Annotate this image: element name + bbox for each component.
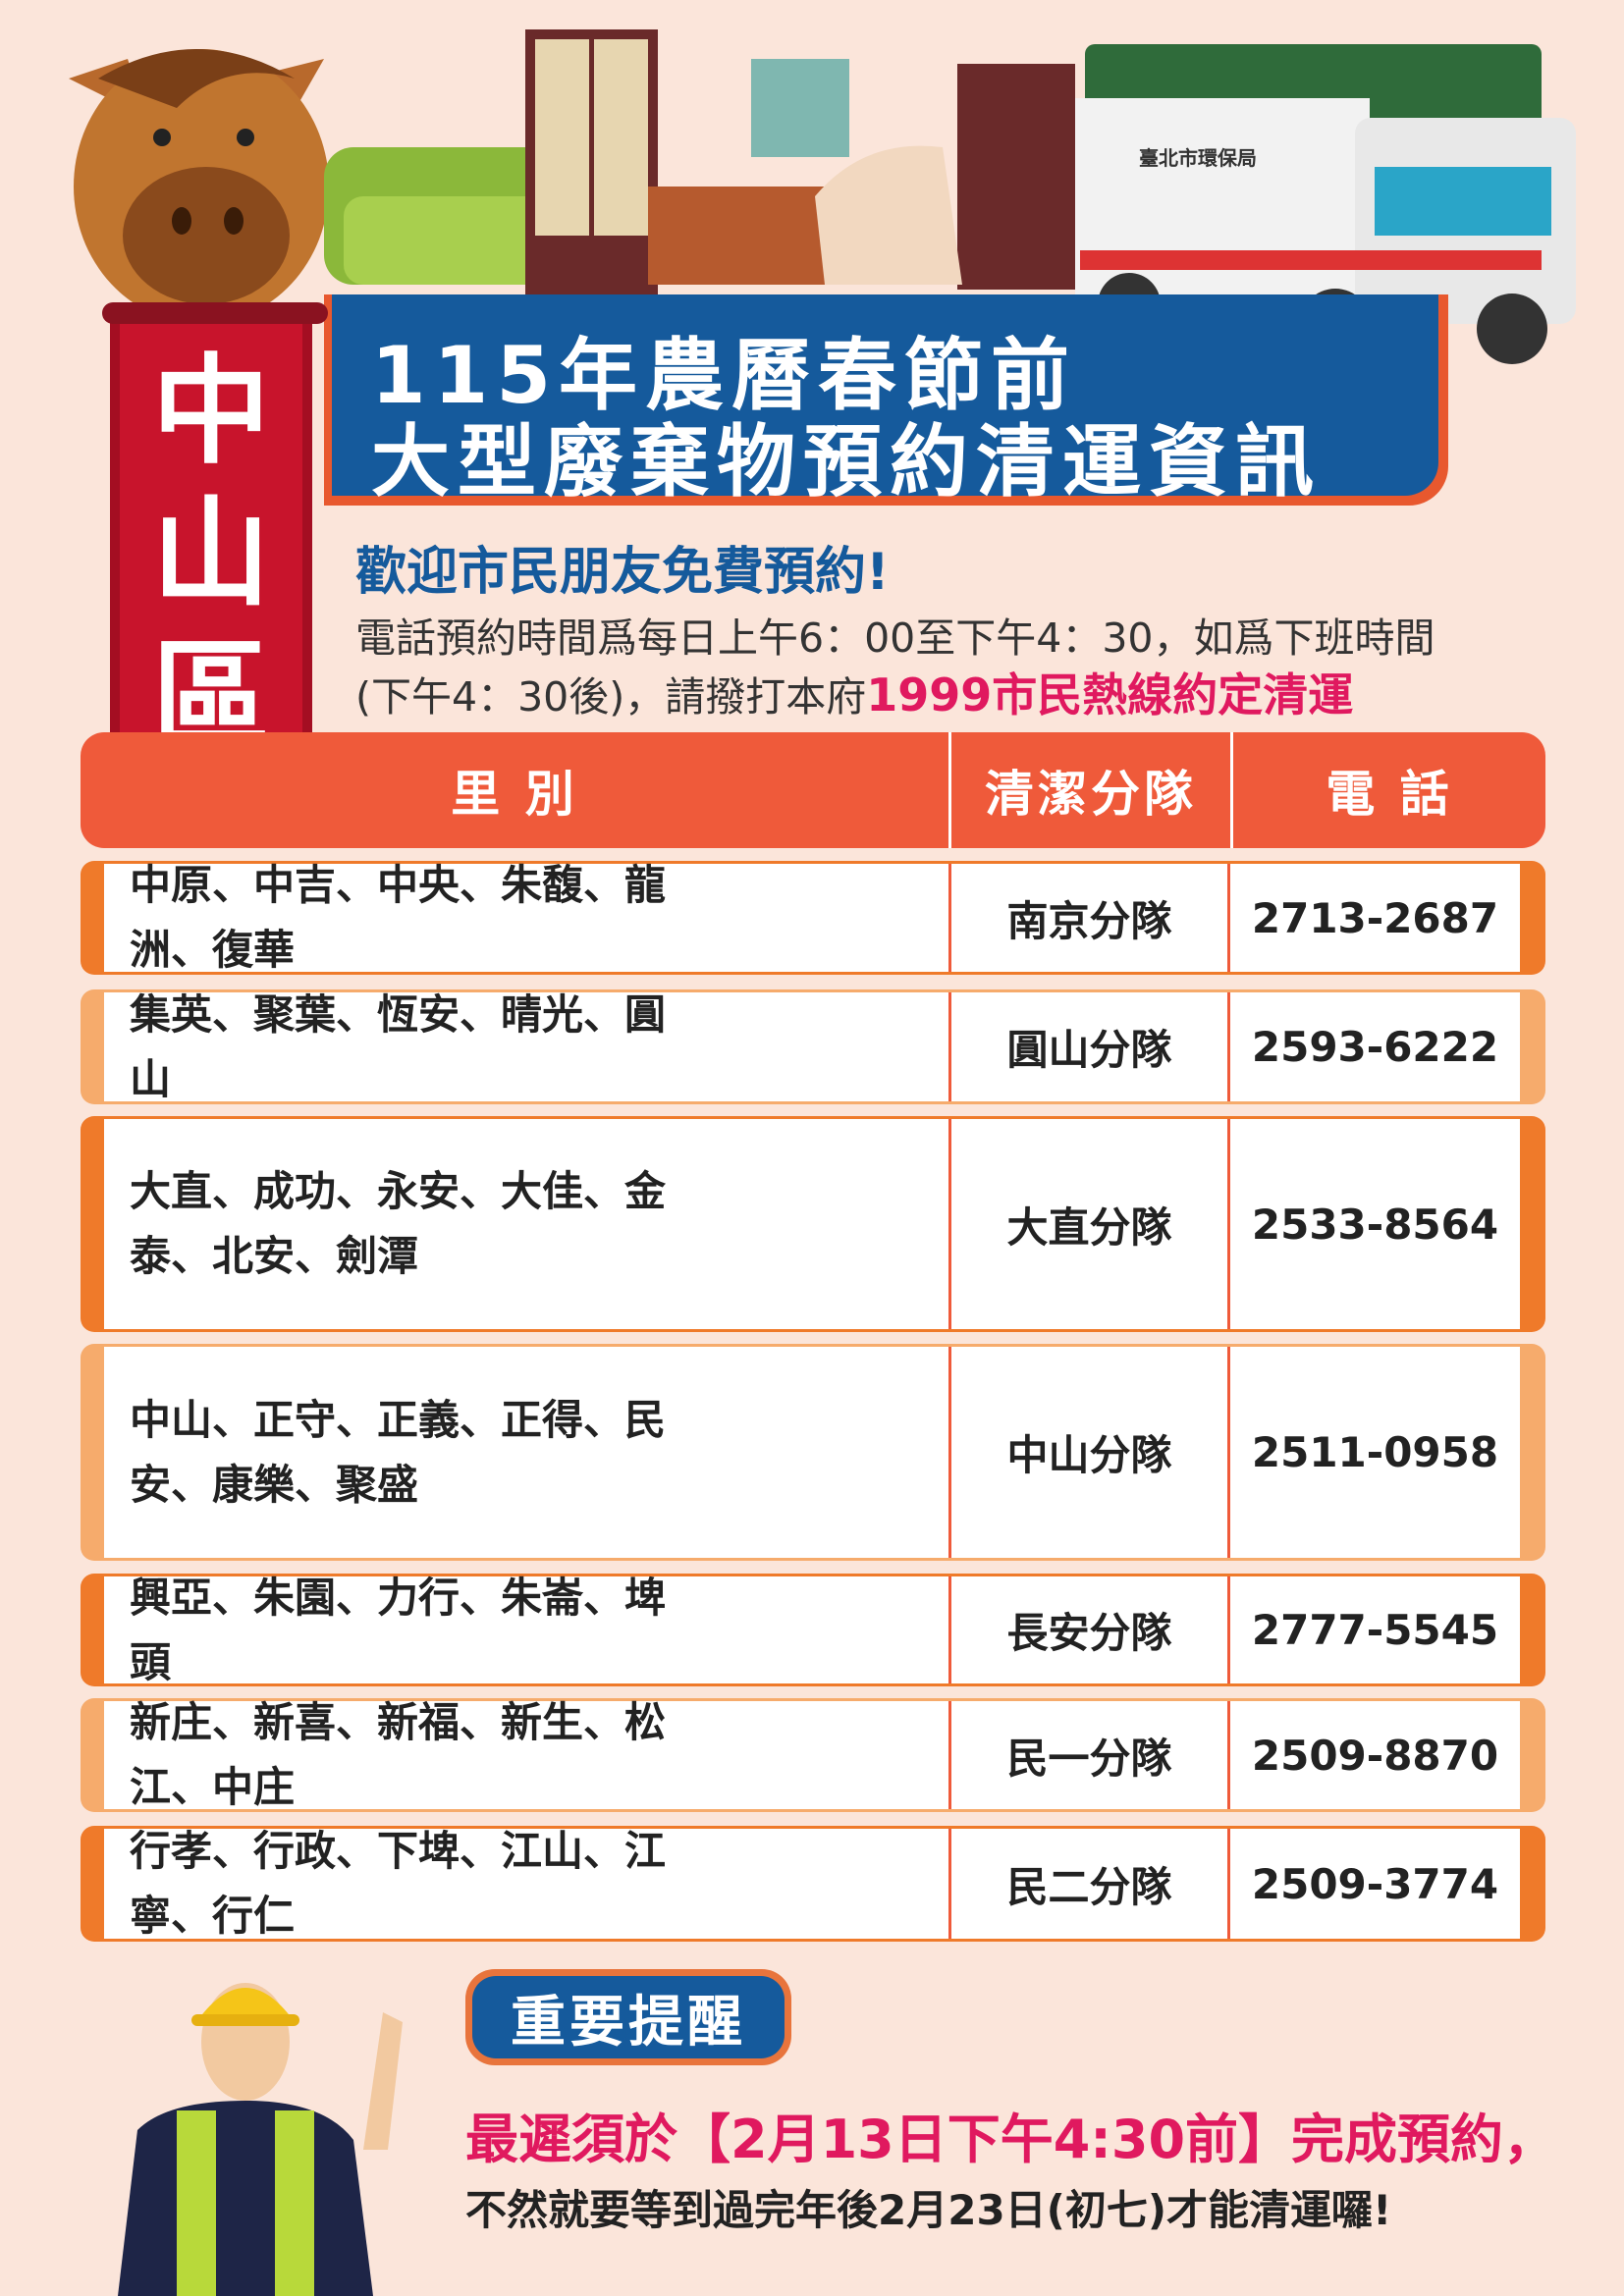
welcome-heading: 歡迎市民朋友免費預約! [355, 543, 890, 602]
furniture-icon [525, 29, 1075, 294]
team-cell: 長安分隊 [948, 1576, 1230, 1683]
header-phone: 電 話 [1326, 766, 1453, 823]
table-row: 行孝、行政、下埤、江山、江寧、行仁 民二分隊 2509-3774 [81, 1826, 1545, 1942]
villages-cell: 興亞、朱園、力行、朱崙、埤頭 [130, 1573, 667, 1686]
worker-icon [118, 1983, 403, 2296]
title-banner: 115年農曆春節前 大型廢棄物預約清運資訊 [324, 294, 1448, 507]
hotline-highlight: 1999市民熱線約定清運 [866, 668, 1354, 721]
header-villages: 里 別 [451, 766, 578, 823]
villages-cell: 行孝、行政、下埤、江山、江寧、行仁 [130, 1827, 667, 1940]
district-char: 中 [152, 344, 270, 480]
divider [1230, 732, 1233, 848]
truck-logo-text: 臺北市環保局 [1139, 146, 1257, 170]
header-team: 清潔分隊 [985, 766, 1197, 823]
important-reminder-badge: 重要提醒 [465, 1969, 791, 2065]
title-line-2: 大型廢棄物預約清運資訊 [371, 416, 1322, 507]
phone-cell[interactable]: 2509-8870 [1251, 1731, 1499, 1780]
divider [948, 732, 951, 848]
villages-cell: 大直、成功、永安、大佳、金泰、北安、劍潭 [130, 1167, 667, 1280]
team-cell: 中山分隊 [948, 1347, 1230, 1558]
team-cell: 大直分隊 [948, 1119, 1230, 1329]
worker-illustration [118, 1983, 403, 2296]
table-row: 集英、聚葉、恆安、晴光、圓山 圓山分隊 2593-6222 [81, 989, 1545, 1104]
table-row: 中原、中吉、中央、朱馥、龍洲、復華 南京分隊 2713-2687 [81, 861, 1545, 975]
horse-mascot-icon [69, 49, 329, 324]
phone-cell[interactable]: 2777-5545 [1251, 1606, 1499, 1654]
title-line-1: 115年農曆春節前 [371, 330, 1077, 421]
badge-label: 重要提醒 [472, 1976, 785, 2058]
phone-cell[interactable]: 2509-3774 [1251, 1859, 1499, 1908]
table-row: 中山、正守、正義、正得、民安、康樂、聚盛 中山分隊 2511-0958 [81, 1344, 1545, 1561]
district-char: 山 [152, 486, 270, 622]
villages-cell: 集英、聚葉、恆安、晴光、圓山 [130, 989, 667, 1103]
phone-cell[interactable]: 2533-8564 [1251, 1200, 1499, 1249]
team-cell: 民二分隊 [948, 1829, 1230, 1939]
sofa-icon [324, 147, 579, 285]
phone-cell[interactable]: 2713-2687 [1251, 893, 1499, 942]
table-row: 新庄、新喜、新福、新生、松江、中庄 民一分隊 2509-8870 [81, 1698, 1545, 1812]
header-illustration: 臺北市環保局 [69, 29, 1576, 364]
scroll-rod [102, 302, 328, 324]
after-hours-prefix: (下午4：30後)，請撥打本府 [355, 673, 867, 721]
phone-cell[interactable]: 2593-6222 [1251, 1023, 1499, 1071]
booking-hours-text: 電話預約時間爲每日上午6：00至下午4：30，如爲下班時間 [355, 614, 1435, 662]
postpone-note: 不然就要等到過完年後2月23日(初七)才能清運囉! [465, 2186, 1392, 2234]
villages-cell: 中原、中吉、中央、朱馥、龍洲、復華 [130, 861, 667, 974]
phone-cell[interactable]: 2511-0958 [1251, 1428, 1499, 1476]
table-header: 里 別 清潔分隊 電 話 [81, 732, 1545, 848]
table-row: 興亞、朱園、力行、朱崙、埤頭 長安分隊 2777-5545 [81, 1574, 1545, 1686]
after-hours-text: (下午4：30後)，請撥打本府1999市民熱線約定清運 [355, 660, 1353, 724]
team-cell: 民一分隊 [948, 1701, 1230, 1809]
team-cell: 南京分隊 [948, 864, 1230, 972]
table-row: 大直、成功、永安、大佳、金泰、北安、劍潭 大直分隊 2533-8564 [81, 1116, 1545, 1332]
team-cell: 圓山分隊 [948, 992, 1230, 1101]
villages-cell: 中山、正守、正義、正得、民安、康樂、聚盛 [130, 1395, 667, 1509]
deadline-text: 最遲須於【2月13日下午4:30前】完成預約， [465, 2109, 1557, 2170]
villages-cell: 新庄、新喜、新福、新生、松江、中庄 [130, 1698, 667, 1811]
